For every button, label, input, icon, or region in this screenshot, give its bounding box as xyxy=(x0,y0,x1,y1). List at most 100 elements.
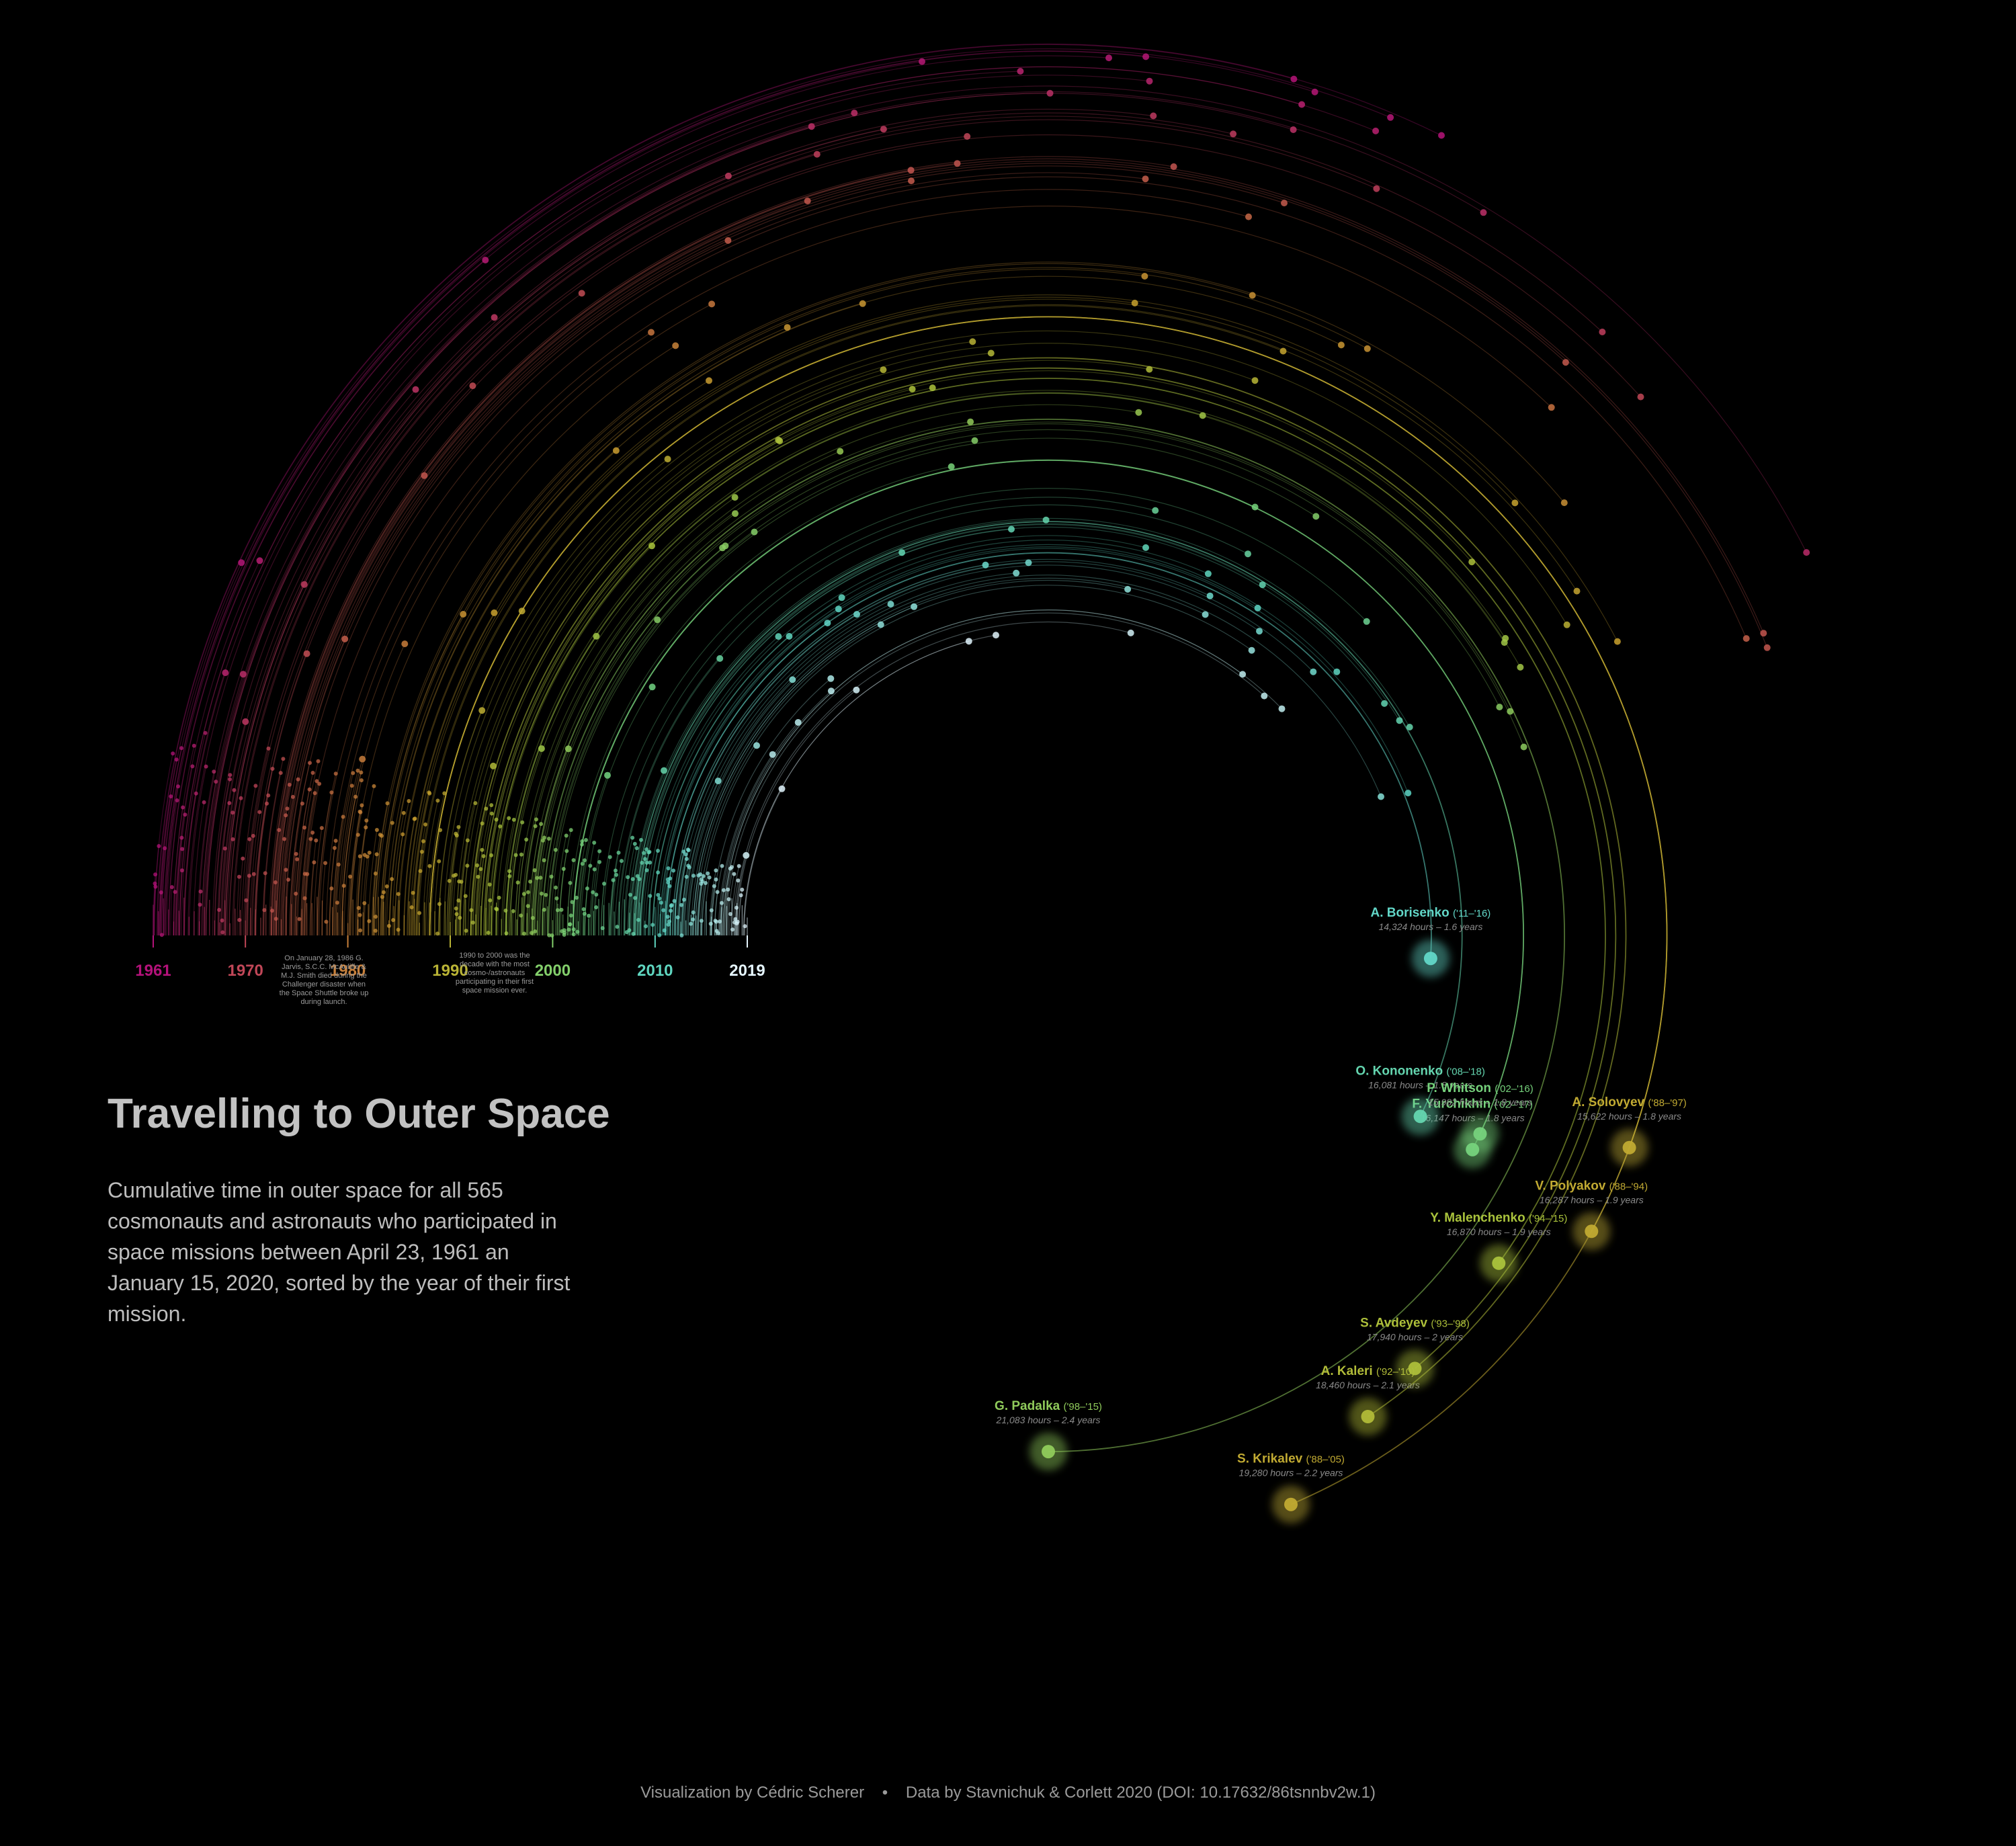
astronaut-label: S. Avdeyev ('93–'98)17,940 hours – 2 yea… xyxy=(1360,1316,1470,1342)
mission-dot xyxy=(285,806,290,811)
career-arc xyxy=(357,827,366,936)
mission-dot xyxy=(520,820,525,825)
mission-dot xyxy=(253,784,258,788)
mission-dot xyxy=(367,850,372,855)
career-arc xyxy=(163,50,1315,936)
career-arc xyxy=(657,544,1337,936)
mission-dot xyxy=(1142,175,1149,183)
mission-dot xyxy=(582,911,587,916)
career-arc xyxy=(614,860,622,936)
career-arc xyxy=(674,561,1314,936)
career-arc xyxy=(722,868,731,936)
mission-dot xyxy=(412,816,417,821)
mission-dot xyxy=(691,874,696,878)
highlight-arc xyxy=(532,419,1565,1452)
career-arc xyxy=(521,451,841,936)
mission-dot xyxy=(359,755,366,763)
mission-dot xyxy=(656,849,660,853)
career-arc xyxy=(170,887,173,936)
mission-dot xyxy=(374,915,378,919)
career-arc xyxy=(246,748,269,936)
mission-dot xyxy=(737,864,741,868)
career-arc xyxy=(341,796,356,936)
mission-dot xyxy=(323,861,328,866)
career-arc xyxy=(528,421,971,936)
mission-dot xyxy=(332,845,337,850)
astronaut-name: V. Polyakov ('88–'94) xyxy=(1535,1179,1648,1193)
career-arc xyxy=(228,798,242,936)
mission-dot xyxy=(728,912,732,917)
mission-dot xyxy=(239,671,247,678)
mission-dot xyxy=(465,838,470,843)
mission-dot xyxy=(689,921,694,926)
mission-dot xyxy=(251,833,255,838)
career-arc xyxy=(718,754,773,936)
astronaut-name-text: A. Kaleri xyxy=(1321,1364,1376,1378)
mission-dot xyxy=(675,915,680,920)
career-arc xyxy=(662,868,669,936)
career-arc xyxy=(415,824,426,936)
mission-dot xyxy=(169,794,173,799)
mission-dot xyxy=(1337,341,1345,349)
mission-dot xyxy=(907,167,915,174)
mission-dot xyxy=(1548,404,1555,411)
mission-dot xyxy=(307,787,312,792)
career-arc xyxy=(220,848,226,936)
mission-dot xyxy=(487,882,492,887)
career-arc xyxy=(243,839,250,936)
mission-dot xyxy=(513,853,518,857)
mission-dot xyxy=(1562,359,1569,366)
highlight-dot xyxy=(1492,1256,1506,1270)
career-arc xyxy=(218,317,495,936)
mission-dot xyxy=(712,884,716,888)
mission-dot xyxy=(1131,300,1138,306)
mission-dot xyxy=(659,900,663,905)
mission-dot xyxy=(669,909,673,913)
mission-dot xyxy=(476,874,480,879)
career-arc xyxy=(472,865,478,936)
mission-dot xyxy=(715,890,720,894)
astronaut-label: O. Kononenko ('08–'18)16,081 hours – 1.8… xyxy=(1355,1064,1485,1090)
career-arc xyxy=(497,897,500,936)
mission-dot xyxy=(987,349,995,357)
highlight-dot xyxy=(1585,1224,1599,1239)
career-arc xyxy=(413,793,430,936)
career-arc xyxy=(618,658,720,936)
mission-dot xyxy=(1311,88,1318,95)
mission-dot xyxy=(602,882,606,886)
mission-dot xyxy=(239,796,243,800)
mission-dot xyxy=(427,791,432,796)
mission-dot xyxy=(575,895,579,900)
mission-dot xyxy=(355,768,360,773)
mission-dot xyxy=(1256,628,1263,635)
mission-dot xyxy=(314,779,319,784)
mission-dot xyxy=(421,839,425,843)
mission-dot xyxy=(169,885,174,890)
mission-dot xyxy=(644,860,649,865)
career-arc xyxy=(281,180,912,936)
mission-dot xyxy=(526,890,530,894)
career-arc xyxy=(485,388,913,936)
astronaut-info: 16,870 hours – 1.9 years xyxy=(1447,1226,1551,1237)
mission-dot xyxy=(1013,569,1020,577)
career-arc xyxy=(640,862,647,936)
chart-title: Travelling to Outer Space xyxy=(108,1091,610,1137)
career-arc xyxy=(254,768,274,936)
mission-dot xyxy=(263,871,267,876)
mission-dot xyxy=(281,757,286,761)
career-arc xyxy=(179,66,1302,936)
career-arc xyxy=(309,840,317,936)
mission-dot xyxy=(682,897,686,902)
mission-dot xyxy=(714,778,722,785)
mission-dot xyxy=(194,791,198,796)
mission-dot xyxy=(423,822,428,827)
mission-dot xyxy=(251,872,256,876)
mission-dot xyxy=(1378,793,1384,800)
mission-dot xyxy=(657,896,662,900)
mission-dot xyxy=(837,448,844,455)
year-tick-label-1990: 1990 xyxy=(432,962,468,980)
career-arc xyxy=(341,772,362,936)
mission-dot xyxy=(1239,671,1247,678)
mission-dot xyxy=(308,837,313,841)
career-arc xyxy=(640,528,1012,936)
